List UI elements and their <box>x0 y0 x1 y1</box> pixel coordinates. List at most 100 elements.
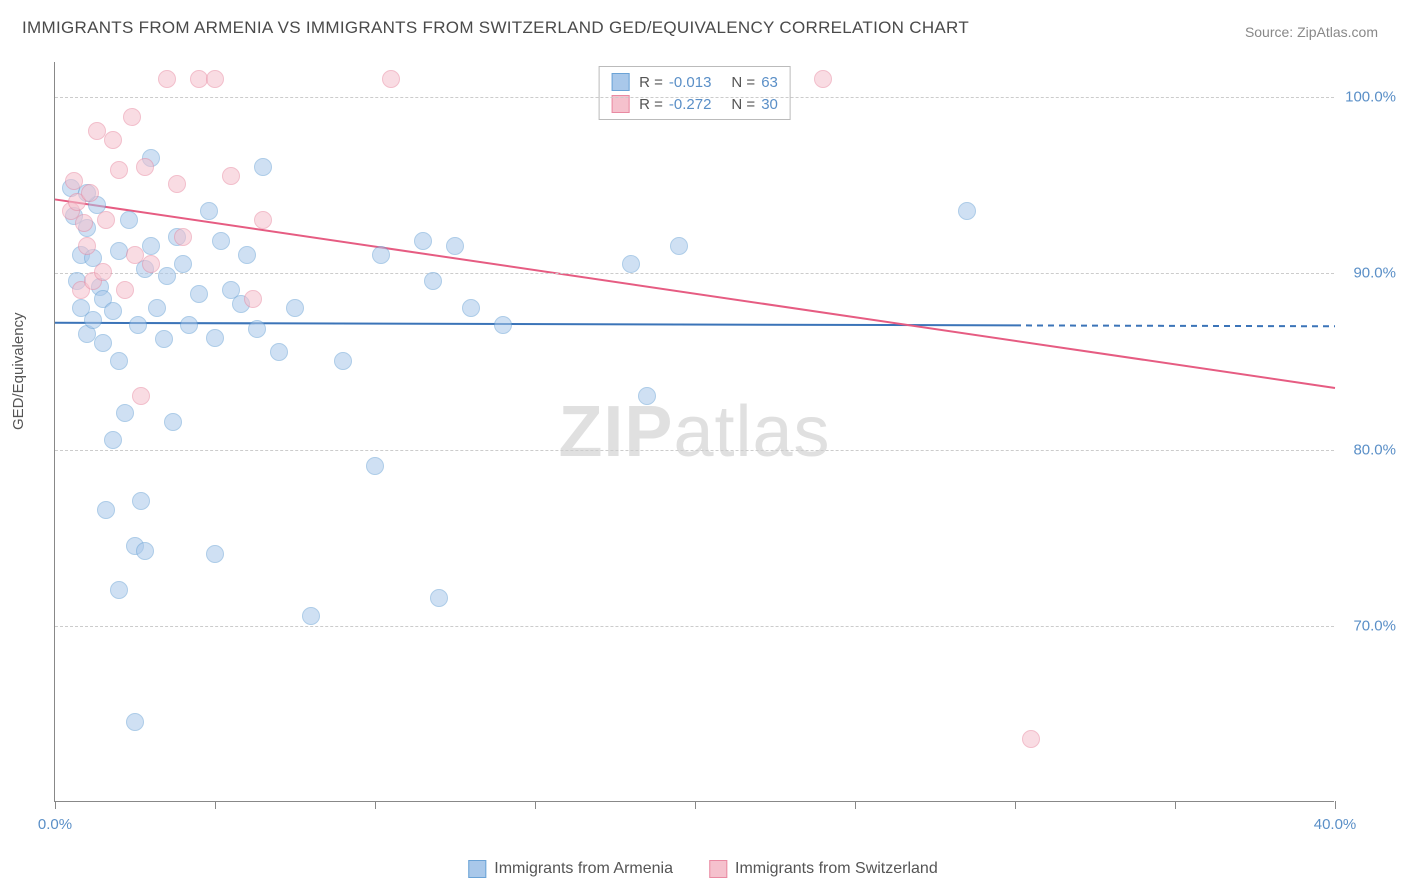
data-point <box>155 330 173 348</box>
y-tick-label: 90.0% <box>1353 265 1396 282</box>
y-tick-label: 70.0% <box>1353 617 1396 634</box>
legend-swatch <box>611 73 629 91</box>
gridline <box>55 273 1334 274</box>
data-point <box>302 607 320 625</box>
data-point <box>136 542 154 560</box>
data-point <box>958 202 976 220</box>
data-point <box>136 158 154 176</box>
trend-lines-layer <box>55 62 1334 801</box>
data-point <box>206 70 224 88</box>
data-point <box>430 589 448 607</box>
data-point <box>238 246 256 264</box>
chart-title: IMMIGRANTS FROM ARMENIA VS IMMIGRANTS FR… <box>22 18 969 38</box>
data-point <box>254 158 272 176</box>
r-label: R = <box>639 74 663 91</box>
x-tick <box>1015 801 1016 809</box>
data-point <box>132 492 150 510</box>
y-axis-label: GED/Equivalency <box>10 312 27 430</box>
data-point <box>638 387 656 405</box>
data-point <box>414 232 432 250</box>
x-tick <box>695 801 696 809</box>
data-point <box>94 334 112 352</box>
series-legend: Immigrants from Armenia Immigrants from S… <box>468 860 937 878</box>
data-point <box>116 281 134 299</box>
data-point <box>814 70 832 88</box>
data-point <box>158 267 176 285</box>
gridline <box>55 626 1334 627</box>
legend-label: Immigrants from Switzerland <box>735 860 938 878</box>
data-point <box>446 237 464 255</box>
data-point <box>158 70 176 88</box>
data-point <box>110 581 128 599</box>
x-tick <box>215 801 216 809</box>
data-point <box>120 211 138 229</box>
data-point <box>75 214 93 232</box>
data-point <box>94 263 112 281</box>
data-point <box>65 172 83 190</box>
data-point <box>180 316 198 334</box>
x-tick <box>855 801 856 809</box>
data-point <box>148 299 166 317</box>
data-point <box>142 255 160 273</box>
trend-line-extrapolated <box>1015 325 1335 326</box>
data-point <box>372 246 390 264</box>
data-point <box>78 237 96 255</box>
data-point <box>174 228 192 246</box>
data-point <box>104 431 122 449</box>
data-point <box>142 237 160 255</box>
data-point <box>97 501 115 519</box>
x-tick-label: 0.0% <box>38 816 72 833</box>
data-point <box>248 320 266 338</box>
data-point <box>382 70 400 88</box>
data-point <box>132 387 150 405</box>
data-point <box>81 184 99 202</box>
data-point <box>212 232 230 250</box>
gridline <box>55 97 1334 98</box>
x-tick <box>1175 801 1176 809</box>
x-tick <box>55 801 56 809</box>
data-point <box>104 302 122 320</box>
data-point <box>206 329 224 347</box>
data-point <box>424 272 442 290</box>
trend-line <box>55 323 1015 326</box>
data-point <box>168 175 186 193</box>
data-point <box>670 237 688 255</box>
data-point <box>200 202 218 220</box>
legend-item: Immigrants from Armenia <box>468 860 673 878</box>
data-point <box>366 457 384 475</box>
plot-area: ZIPatlas R =-0.013N =63R =-0.272N =30 70… <box>54 62 1334 802</box>
y-tick-label: 100.0% <box>1345 89 1396 106</box>
data-point <box>462 299 480 317</box>
data-point <box>164 413 182 431</box>
data-point <box>622 255 640 273</box>
n-value: 63 <box>761 74 778 91</box>
x-tick <box>1335 801 1336 809</box>
data-point <box>97 211 115 229</box>
data-point <box>123 108 141 126</box>
data-point <box>222 167 240 185</box>
data-point <box>110 352 128 370</box>
legend-swatch <box>709 860 727 878</box>
x-tick <box>375 801 376 809</box>
data-point <box>190 285 208 303</box>
gridline <box>55 450 1334 451</box>
source-attribution: Source: ZipAtlas.com <box>1245 24 1378 40</box>
data-point <box>494 316 512 334</box>
correlation-legend: R =-0.013N =63R =-0.272N =30 <box>598 66 791 120</box>
data-point <box>270 343 288 361</box>
data-point <box>206 545 224 563</box>
legend-item: Immigrants from Switzerland <box>709 860 938 878</box>
data-point <box>244 290 262 308</box>
data-point <box>1022 730 1040 748</box>
n-label: N = <box>731 74 755 91</box>
y-tick-label: 80.0% <box>1353 441 1396 458</box>
x-tick <box>535 801 536 809</box>
data-point <box>286 299 304 317</box>
data-point <box>126 713 144 731</box>
data-point <box>84 311 102 329</box>
data-point <box>129 316 147 334</box>
data-point <box>174 255 192 273</box>
legend-label: Immigrants from Armenia <box>494 860 673 878</box>
legend-swatch <box>468 860 486 878</box>
x-tick-label: 40.0% <box>1314 816 1357 833</box>
